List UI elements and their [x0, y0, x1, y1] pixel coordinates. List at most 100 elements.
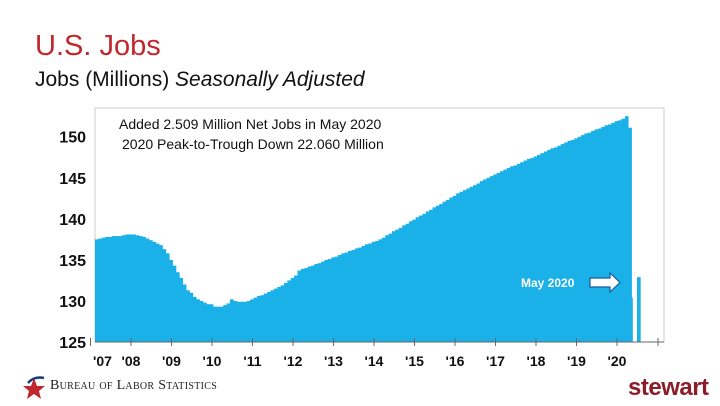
- bar-147: [591, 130, 595, 342]
- bar-133: [543, 151, 548, 342]
- bar-65: [314, 264, 319, 342]
- bar-26: [182, 284, 187, 342]
- bar-160: [637, 277, 641, 342]
- bar-38: [223, 305, 227, 342]
- bar-132: [540, 153, 545, 342]
- x-tick-label: '08: [122, 353, 141, 369]
- bar-158: [628, 127, 632, 342]
- annotation-1: Added 2.509 Million Net Jobs in May 2020: [119, 116, 381, 132]
- bar-68: [324, 259, 329, 342]
- bar-39: [226, 303, 231, 342]
- bar-17: [152, 241, 157, 342]
- bar-88: [392, 231, 396, 342]
- bar-33: [206, 304, 211, 342]
- bar-9: [125, 234, 130, 342]
- bar-104: [446, 199, 450, 342]
- x-tick-label: '09: [162, 353, 181, 369]
- bar-22: [169, 259, 173, 342]
- bar-117: [489, 176, 494, 342]
- bar-61: [300, 268, 305, 342]
- x-tick-label: '10: [203, 353, 222, 369]
- bar-20: [162, 249, 167, 342]
- bar-40: [230, 299, 234, 342]
- bar-140: [567, 140, 572, 342]
- bar-86: [385, 235, 389, 342]
- y-tick-label: 125: [59, 335, 86, 352]
- bar-141: [570, 140, 575, 342]
- bar-138: [560, 144, 565, 342]
- bar-66: [317, 263, 322, 342]
- bar-60: [297, 270, 302, 342]
- bar-30: [196, 299, 200, 342]
- x-tick-label: '13: [324, 353, 343, 369]
- y-tick-label: 130: [59, 294, 86, 311]
- bar-74: [344, 252, 349, 342]
- bar-21: [165, 253, 170, 342]
- bar-42: [236, 301, 241, 342]
- bar-78: [358, 247, 362, 342]
- bar-71: [334, 256, 339, 342]
- bar-125: [516, 163, 521, 342]
- bls-star-icon: [23, 376, 45, 399]
- bar-76: [351, 250, 356, 342]
- y-tick-label: 145: [59, 171, 86, 188]
- bls-logo: Bureau of Labor Statistics: [50, 378, 218, 393]
- bar-50: [263, 293, 268, 342]
- x-tick-label: '12: [284, 353, 303, 369]
- bar-37: [219, 306, 224, 342]
- bar-98: [425, 211, 430, 342]
- bar-2: [101, 237, 106, 342]
- bar-10: [128, 234, 133, 342]
- bar-134: [547, 149, 551, 342]
- y-tick-label: 150: [59, 130, 86, 147]
- bar-5: [111, 236, 116, 342]
- bar-136: [554, 147, 558, 342]
- bar-1: [98, 238, 103, 342]
- bar-100: [432, 207, 437, 342]
- bar-103: [442, 201, 447, 342]
- bar-82: [371, 241, 376, 342]
- bar-156: [621, 118, 626, 343]
- bar-131: [537, 154, 541, 342]
- bar-7: [118, 236, 123, 342]
- bar-69: [327, 259, 332, 342]
- bar-27: [186, 290, 190, 342]
- bar-41: [233, 300, 238, 342]
- bar-128: [527, 158, 531, 342]
- bar-13: [138, 236, 143, 342]
- bar-64: [311, 265, 315, 342]
- bar-46: [250, 299, 254, 342]
- bar-96: [419, 215, 423, 342]
- bar-53: [273, 288, 278, 342]
- x-tick-label: '19: [567, 353, 586, 369]
- bar-95: [415, 217, 420, 342]
- bar-126: [520, 162, 524, 342]
- bar-89: [395, 229, 400, 342]
- bar-15: [145, 238, 150, 342]
- bar-87: [388, 233, 393, 342]
- x-tick-label: '15: [405, 353, 424, 369]
- bar-107: [456, 193, 460, 342]
- bar-29: [192, 296, 197, 342]
- bar-31: [199, 300, 204, 342]
- bar-124: [513, 165, 518, 342]
- chart-subtitle: Jobs (Millions) Seasonally Adjusted: [35, 68, 365, 92]
- bar-123: [510, 166, 514, 342]
- bar-23: [172, 265, 177, 342]
- x-tick-label: '18: [527, 353, 546, 369]
- bar-121: [503, 169, 508, 342]
- may-2020-callout: May 2020: [521, 276, 575, 290]
- bar-36: [216, 306, 221, 342]
- bar-4: [108, 236, 113, 342]
- bar-111: [469, 186, 474, 342]
- bar-32: [203, 302, 207, 342]
- bar-44: [243, 301, 248, 342]
- bar-72: [338, 254, 342, 342]
- bar-63: [307, 266, 312, 342]
- bar-105: [449, 197, 454, 342]
- bar-49: [260, 295, 265, 342]
- bar-75: [348, 250, 352, 342]
- x-tick-label: '20: [608, 353, 627, 369]
- bar-25: [179, 277, 184, 342]
